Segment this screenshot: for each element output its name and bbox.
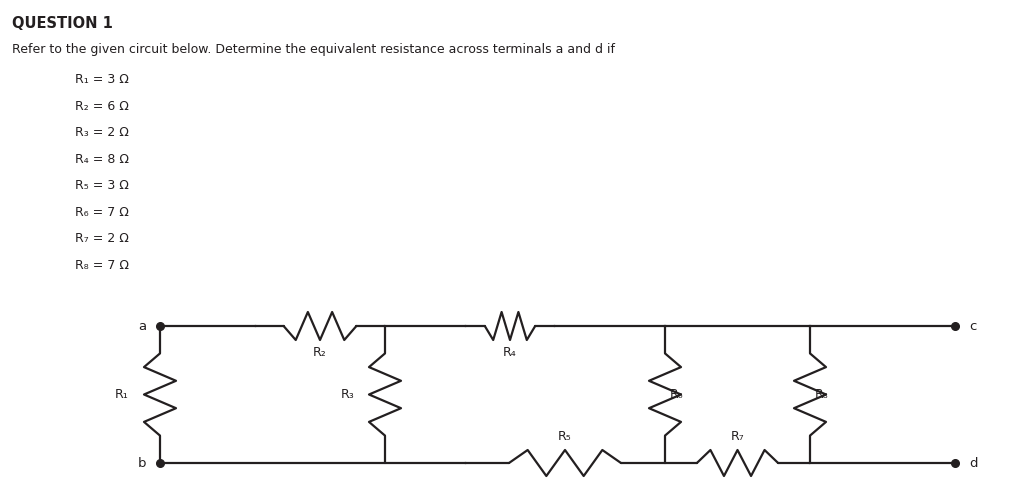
- Text: R₄ = 8 Ω: R₄ = 8 Ω: [75, 152, 129, 165]
- Text: b: b: [137, 457, 146, 470]
- Text: c: c: [969, 320, 976, 333]
- Text: a: a: [138, 320, 146, 333]
- Text: R₈: R₈: [815, 388, 829, 401]
- Text: d: d: [969, 457, 978, 470]
- Text: R₃ = 2 Ω: R₃ = 2 Ω: [75, 126, 129, 139]
- Text: R₆: R₆: [670, 388, 683, 401]
- Text: R₆ = 7 Ω: R₆ = 7 Ω: [75, 206, 129, 219]
- Text: R₄: R₄: [503, 346, 517, 359]
- Text: R₅ = 3 Ω: R₅ = 3 Ω: [75, 179, 129, 192]
- Text: Refer to the given circuit below. Determine the equivalent resistance across ter: Refer to the given circuit below. Determ…: [12, 43, 615, 56]
- Text: R₁: R₁: [115, 388, 128, 401]
- Text: R₈ = 7 Ω: R₈ = 7 Ω: [75, 258, 129, 271]
- Text: R₅: R₅: [559, 430, 572, 443]
- Text: R₇: R₇: [730, 430, 745, 443]
- Text: R₃: R₃: [342, 388, 355, 401]
- Text: R₁ = 3 Ω: R₁ = 3 Ω: [75, 73, 129, 86]
- Text: R₂ = 6 Ω: R₂ = 6 Ω: [75, 100, 129, 113]
- Text: R₂: R₂: [313, 346, 327, 359]
- Text: QUESTION 1: QUESTION 1: [12, 16, 113, 31]
- Text: R₇ = 2 Ω: R₇ = 2 Ω: [75, 232, 129, 245]
